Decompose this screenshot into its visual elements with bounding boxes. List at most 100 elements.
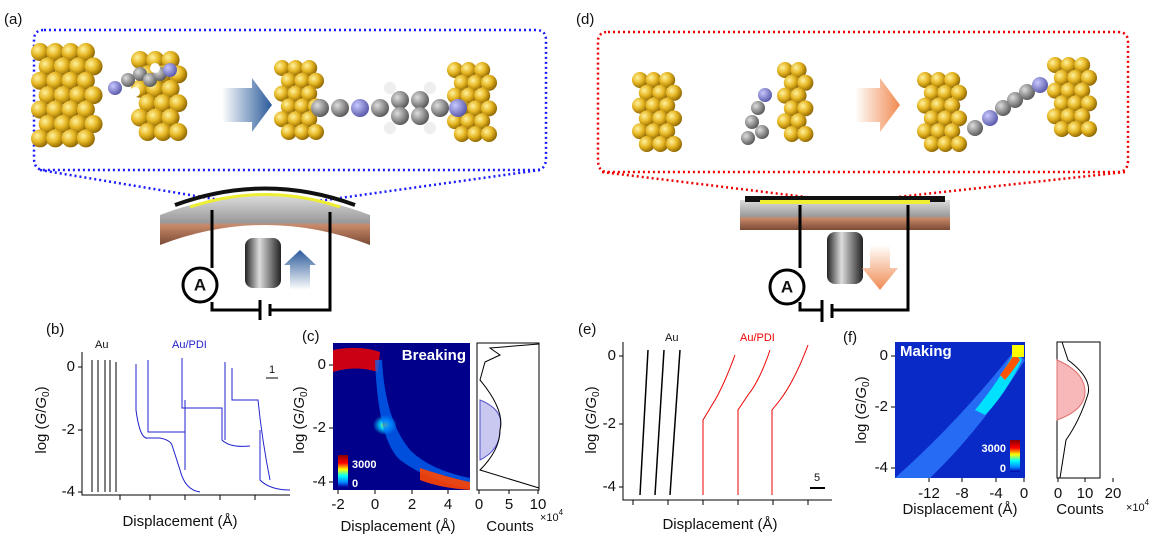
y-label-var: G	[291, 412, 308, 424]
x-tick-label: -2	[331, 496, 344, 513]
x-tick-label: 2	[408, 496, 416, 513]
y-label-var: G	[583, 397, 600, 409]
y-label-var: G	[291, 397, 308, 409]
x-tick-label: -4	[989, 485, 1002, 502]
atom	[391, 91, 409, 109]
x-tick-label: -8	[955, 485, 968, 502]
x-axis-label: Displacement (Å)	[902, 501, 1017, 518]
y-tick-label: -4	[62, 483, 75, 500]
y-label-var: G	[583, 412, 600, 424]
y-tick-label: -4	[875, 459, 888, 476]
atom	[431, 99, 449, 117]
y-tick-label: -2	[62, 421, 75, 438]
gold-atom	[784, 126, 800, 142]
y-tick-label: 0	[318, 356, 326, 373]
atom	[449, 99, 467, 117]
y-label-var: G	[33, 412, 50, 424]
gold-atom	[169, 123, 187, 141]
atom	[384, 122, 396, 134]
atom	[758, 88, 772, 102]
x-axis-label: Displacement (Å)	[122, 513, 237, 530]
scale-bar-label: 5	[814, 472, 820, 484]
colorbar-label: 0	[1000, 463, 1006, 475]
gold-atom	[639, 136, 655, 152]
colorbar-label: 3000	[352, 459, 376, 471]
y-label-text: log (	[583, 424, 600, 453]
gold-atom	[77, 129, 95, 147]
legend-text: Au/PDI	[172, 339, 207, 351]
atom	[755, 125, 769, 139]
heatmap-title: Breaking	[402, 347, 466, 364]
y-label-var: G	[33, 397, 50, 409]
x-tick-label: 0	[371, 496, 379, 513]
y-tick-label: -4	[603, 478, 616, 495]
panel-label: (c)	[302, 328, 320, 345]
atom	[384, 82, 396, 94]
y-tick-label: -2	[603, 415, 616, 432]
gold-atom	[951, 136, 967, 152]
y-tick-label: 0	[67, 358, 75, 375]
exponent-power: 4	[559, 508, 564, 517]
x-tick-label: 0	[1020, 485, 1028, 502]
colorbar-label: 3000	[982, 443, 1006, 455]
atom	[351, 99, 369, 117]
ammeter-label: A	[781, 277, 793, 296]
x-tick-label: 20	[1105, 485, 1122, 502]
y-tick-label: -2	[313, 419, 326, 436]
y-label-text: log (	[291, 424, 308, 453]
gold-atom	[666, 136, 682, 152]
scale-bar-label: 1	[269, 364, 275, 376]
y-label-end: )	[33, 386, 50, 391]
device-flat: A	[740, 196, 950, 322]
x-axis-label: Displacement (Å)	[340, 518, 455, 535]
atom	[424, 82, 436, 94]
x-axis-label: Counts	[486, 518, 534, 535]
atom	[745, 115, 759, 129]
gold-atom	[797, 126, 813, 142]
panel-label: (f)	[843, 329, 857, 346]
x-tick-label: 5	[505, 496, 513, 513]
legend-text: Au	[95, 339, 108, 351]
y-axis-label: log (G/G0)	[583, 386, 602, 453]
ammeter-label: A	[194, 275, 206, 294]
x-tick-label: 10	[1077, 485, 1094, 502]
atom	[391, 107, 409, 125]
atom	[982, 110, 998, 126]
plot-e: Au Au/PDI 5 Displacement (Å)	[623, 332, 832, 533]
molecular-art	[31, 43, 1097, 152]
y-axis-label: log (G/G0)	[853, 376, 872, 443]
panel-label: (e)	[578, 321, 596, 338]
device-bent: A	[160, 189, 370, 321]
panel-label: (d)	[576, 11, 594, 28]
x-tick-label: 0	[1054, 485, 1062, 502]
colorbar-label: 0	[352, 478, 358, 490]
atom	[130, 87, 140, 97]
gold-atom	[308, 124, 324, 140]
y-label-text: log (	[33, 424, 50, 453]
exponent: ×104	[1126, 498, 1150, 514]
y-label-end: )	[291, 386, 308, 391]
atom	[741, 131, 755, 145]
x-tick-label: 4	[444, 496, 452, 513]
y-label-text: log (	[853, 414, 870, 443]
atom	[163, 63, 177, 77]
y-tick-label: 0	[608, 347, 616, 364]
atom	[424, 122, 436, 134]
y-label-end: )	[583, 386, 600, 391]
plot-b: Au Au/PDI 1 Displacement (Å)	[82, 339, 290, 530]
panel-label: (b)	[46, 321, 64, 338]
y-axis-label: log (G/G0)	[291, 386, 310, 453]
y-axis-label: log (G/G0)	[33, 386, 52, 453]
legend-text: Au	[665, 332, 678, 344]
gold-atom	[481, 126, 497, 142]
atom	[967, 120, 983, 136]
legend-text: Au/PDI	[740, 332, 775, 344]
x-tick-label: 0	[475, 496, 483, 513]
y-label-var: G	[853, 387, 870, 399]
panel-label: (a)	[4, 11, 22, 28]
atom	[311, 99, 329, 117]
y-label-end: )	[853, 376, 870, 381]
x-axis-label: Counts	[1056, 501, 1104, 518]
x-tick-label: -12	[918, 485, 940, 502]
atom	[108, 81, 122, 95]
